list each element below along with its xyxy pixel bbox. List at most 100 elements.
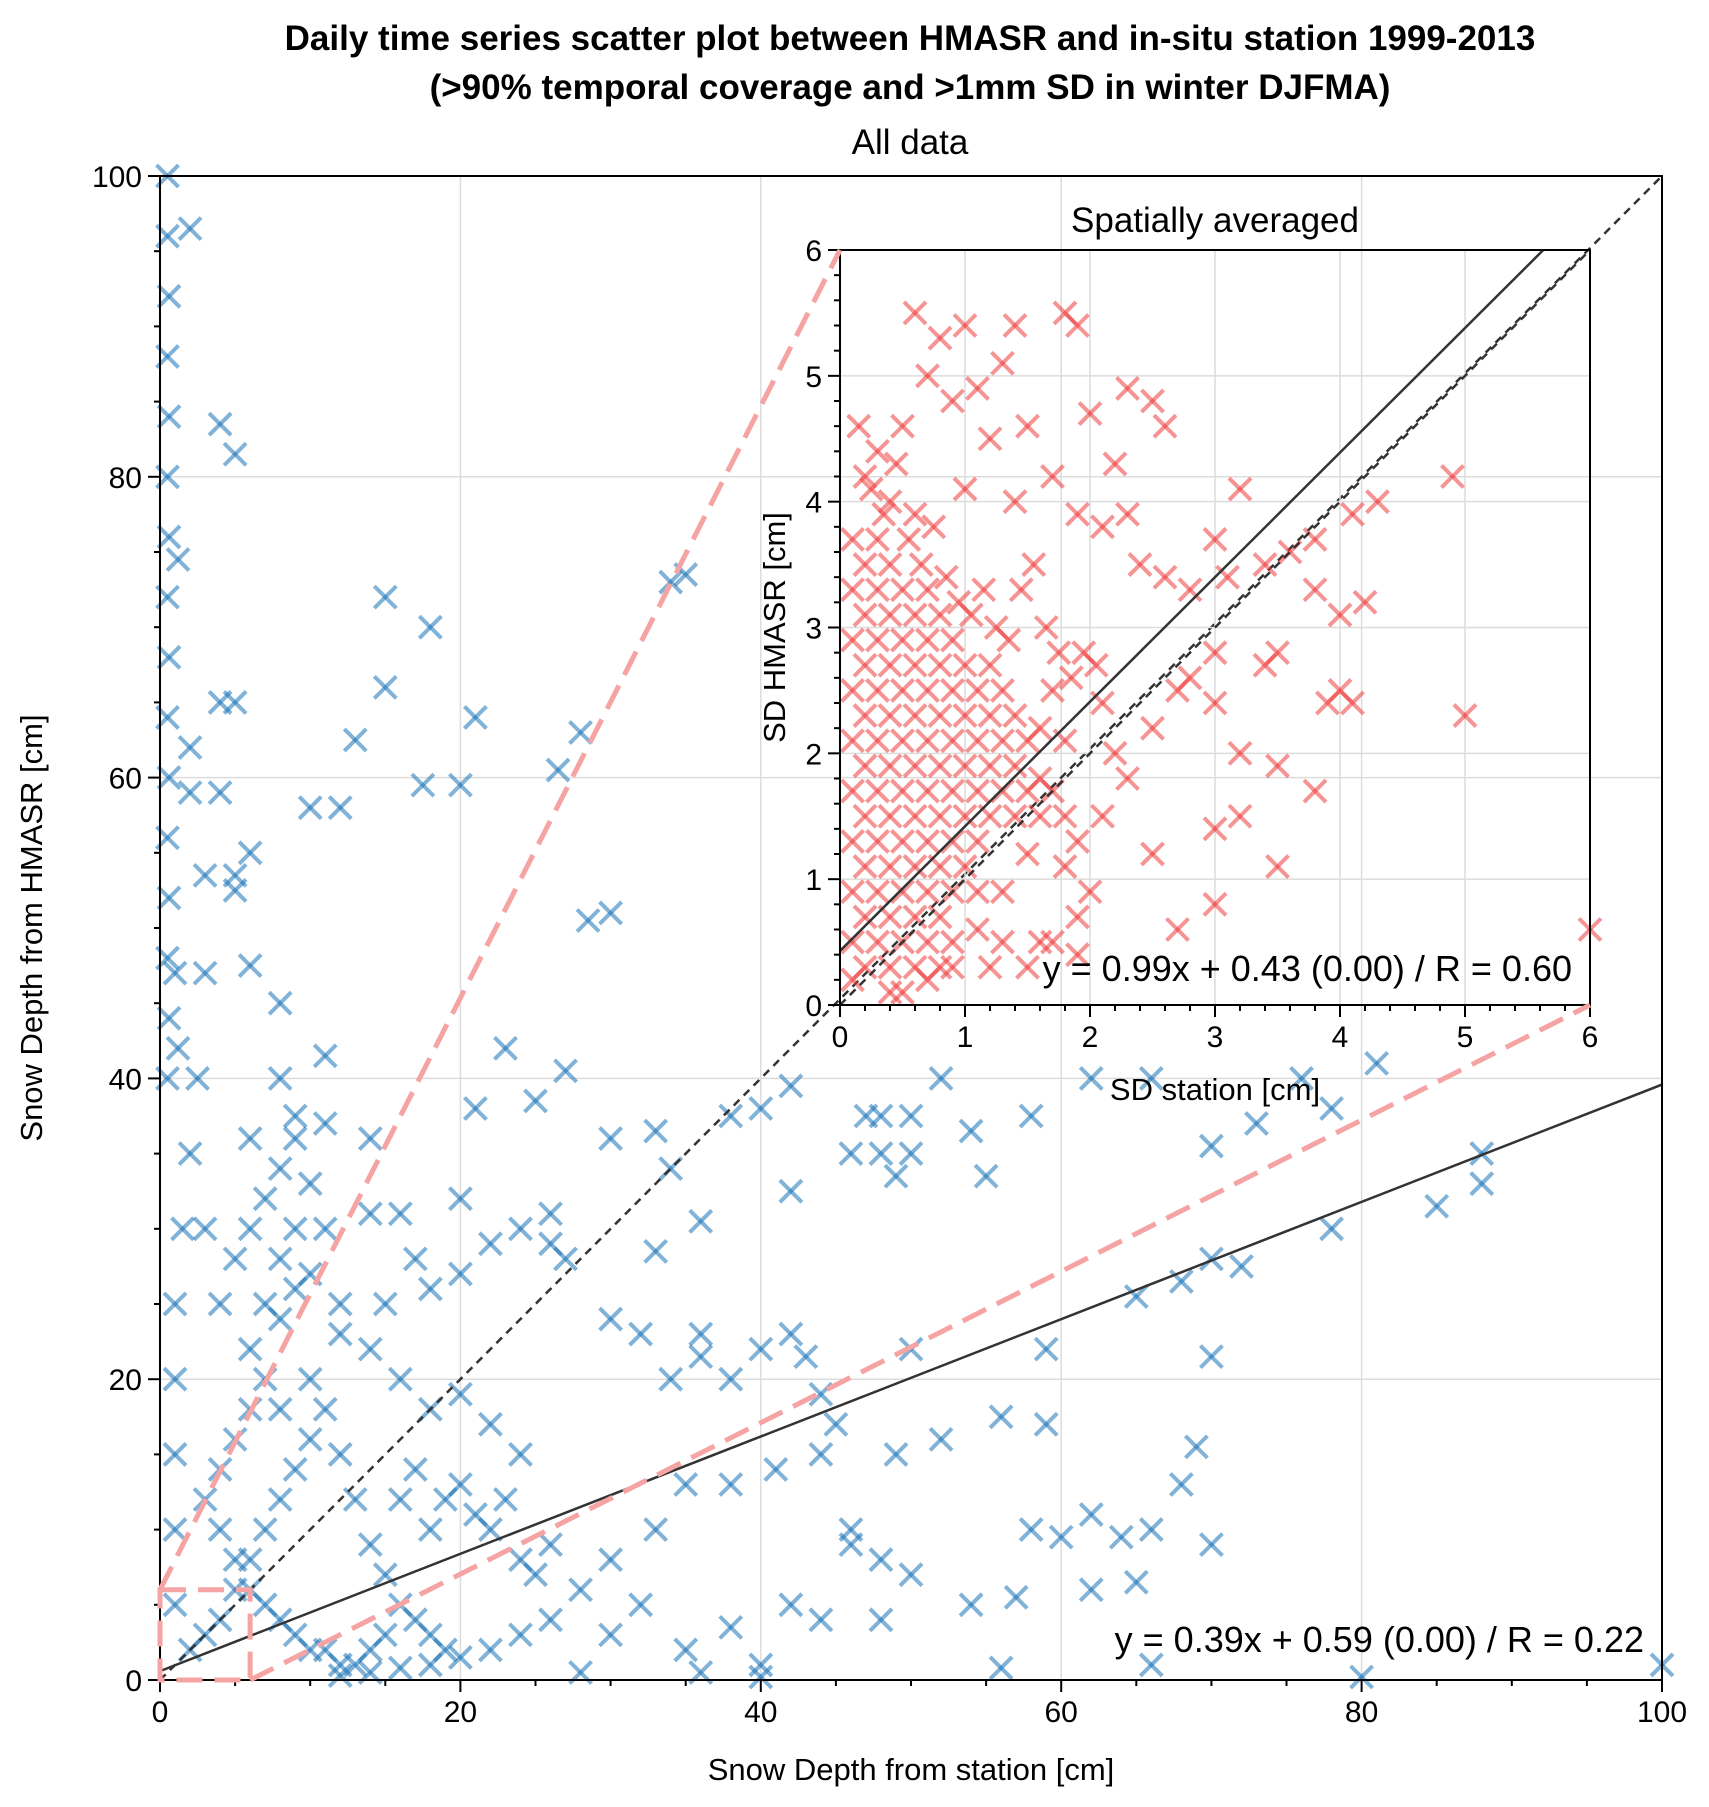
main-data-point [508, 1216, 533, 1242]
main-data-point [688, 1344, 714, 1370]
inset-data-point [1340, 690, 1365, 716]
main-data-point [342, 1487, 368, 1512]
inset-data-point [1352, 589, 1378, 615]
main-data-point [222, 689, 248, 715]
inset-y-tick-label: 1 [805, 864, 822, 897]
main-data-point [1078, 1502, 1104, 1527]
inset-data-point [1058, 665, 1084, 691]
main-data-point [1018, 1517, 1044, 1543]
main-data-point [1018, 1103, 1044, 1129]
inset-data-point [877, 854, 903, 879]
inset-data-point [927, 753, 953, 779]
inset-data-point [840, 929, 865, 955]
inset-data-point [952, 753, 978, 779]
inset-data-point [852, 703, 878, 728]
main-data-point [958, 1592, 984, 1618]
inset-data-point [1002, 489, 1028, 515]
inset-data-point [1140, 841, 1165, 867]
inset-data-point [933, 564, 959, 590]
inset-data-point [865, 829, 890, 854]
main-data-point [538, 1532, 563, 1558]
inset-data-point [977, 954, 1003, 980]
main-data-point [575, 908, 601, 933]
inset-data-point [1065, 904, 1090, 930]
main-reference-lines [159, 175, 1663, 1681]
main-data-point [410, 772, 436, 798]
inset-data-point [927, 652, 953, 678]
inset-chart-title: Spatially averaged [1071, 201, 1359, 240]
inset-data-point [1077, 879, 1103, 905]
inset-data-point [877, 489, 903, 515]
inset-data-point [1052, 854, 1078, 879]
inset-data-point [890, 980, 915, 1005]
inset-data-point [865, 929, 890, 955]
main-data-point [297, 1366, 323, 1392]
main-data-point [538, 1201, 563, 1227]
main-data-point [312, 1216, 338, 1242]
main-data-point [928, 1426, 954, 1452]
inset-data-point [1077, 401, 1103, 426]
main-data-point [1138, 1652, 1164, 1678]
main-x-tick-label: 80 [1345, 1696, 1378, 1729]
inset-data-point [840, 778, 865, 804]
main-data-point [312, 1111, 338, 1136]
main-data-point [222, 1547, 248, 1573]
inset-data-point [1115, 501, 1140, 527]
main-data-point [1198, 1532, 1224, 1558]
inset-data-point [1202, 816, 1228, 842]
main-data-point [357, 1201, 383, 1227]
inset-data-point [883, 451, 909, 477]
main-data-point [718, 1366, 744, 1392]
inset-data-point [1115, 376, 1140, 401]
main-data-point [1138, 1517, 1164, 1543]
main-data-point [312, 1396, 338, 1422]
inset-data-point [915, 778, 940, 804]
main-data-point [156, 524, 182, 550]
main-x-tick-label: 60 [1045, 1696, 1078, 1729]
main-data-point [327, 1441, 353, 1467]
main-data-point [1319, 1216, 1344, 1242]
main-data-point [598, 900, 624, 926]
main-x-tick-label: 0 [152, 1696, 169, 1729]
inset-data-point [977, 753, 1003, 779]
main-data-point [1424, 1193, 1450, 1219]
inset-data-point [1227, 476, 1253, 502]
main-data-point [156, 765, 182, 791]
inset-data-point [1002, 703, 1028, 728]
main-data-point [808, 1607, 834, 1633]
inset-data-point [840, 728, 865, 754]
main-data-point [988, 1655, 1014, 1681]
inset-data-point [1090, 514, 1115, 540]
main-data-point [267, 1065, 293, 1091]
inset-data-point [958, 602, 984, 628]
main-data-point [387, 1655, 413, 1681]
inset-data-point [965, 778, 990, 804]
main-data-point [568, 1577, 593, 1603]
inset-data-point [1046, 640, 1072, 666]
main-data-point [718, 1614, 744, 1640]
main-data-point [823, 1411, 849, 1437]
inset-data-point [877, 803, 903, 829]
inset-data-point [865, 678, 890, 703]
inset-data-point [952, 803, 978, 829]
inset-data-point [915, 879, 940, 905]
main-data-point [387, 1487, 413, 1512]
main-data-point [447, 1472, 473, 1497]
inset-data-point [840, 527, 865, 552]
inset-data-point [840, 577, 865, 603]
inset-data-point [877, 753, 903, 779]
main-data-point [327, 795, 353, 821]
main-data-point [327, 1663, 353, 1688]
inset-data-point [927, 703, 953, 728]
main-data-point [447, 1381, 473, 1407]
inset-data-point [1315, 690, 1340, 716]
main-data-point [1469, 1171, 1495, 1197]
main-data-point [748, 1096, 774, 1121]
inset-data-point [952, 652, 978, 678]
inset-data-point [1327, 602, 1353, 628]
main-data-point [267, 1246, 293, 1272]
inset-data-point [1215, 564, 1240, 590]
main-data-point [237, 1126, 263, 1151]
inset-data-point [1021, 552, 1047, 577]
main-y-tick-label: 20 [109, 1364, 142, 1397]
